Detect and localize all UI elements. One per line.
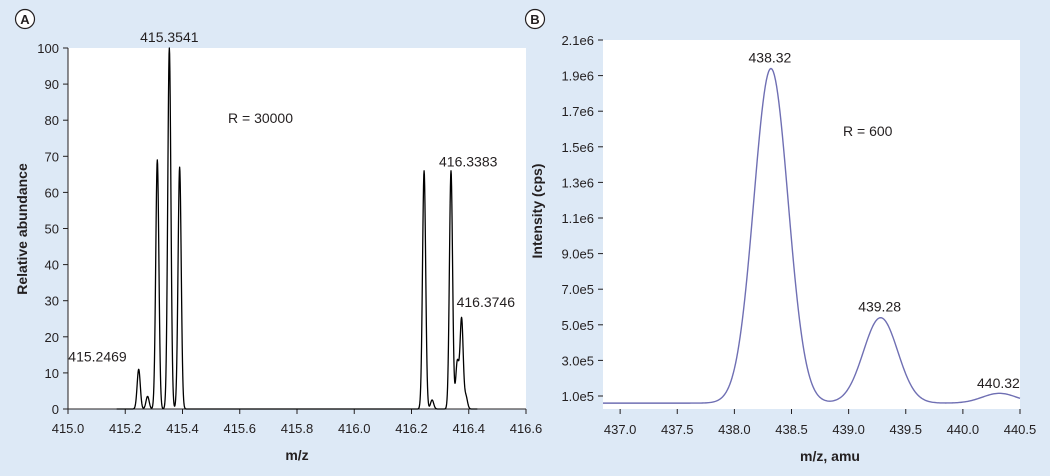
panel-b: B 437.0 437.5 438.0 438.5 439.0 439.5 440.0 440…	[524, 8, 1036, 464]
peak-label: 416.3746	[457, 294, 516, 310]
peak-label: 439.28	[858, 299, 901, 315]
peak-label: 415.2469	[68, 348, 127, 364]
x-tick-label: 416.0	[338, 421, 371, 436]
panel-a-x-ticks: 415.0 415.2 415.4 415.6 415.8 416.0 416.2 416.4…	[52, 409, 543, 436]
y-tick-label: 70	[45, 149, 59, 164]
x-tick-label: 415.4	[166, 421, 199, 436]
x-tick-label: 439.5	[889, 422, 922, 437]
panel-a-badge	[14, 8, 36, 30]
y-tick-label: 2.1e6	[561, 33, 594, 48]
peak-label: 440.32	[977, 375, 1020, 391]
x-tick-label: 437.5	[661, 422, 694, 437]
x-tick-label: 415.6	[223, 421, 256, 436]
x-tick-label: 415.8	[281, 421, 314, 436]
panel-b-x-axis-label: m/z, amu	[800, 448, 860, 464]
x-tick-label: 438.5	[775, 422, 808, 437]
panel-b-peak-labels: 438.32 439.28 440.32	[749, 49, 1021, 391]
y-tick-label: 10	[45, 366, 59, 381]
x-tick-label: 415.0	[52, 421, 85, 436]
peak-label: 438.32	[749, 49, 792, 65]
panel-b-spectrum-trace	[603, 67, 1021, 404]
panel-a-y-ticks: 0 10 20 30 40 50 60 70 80 90 100	[37, 41, 68, 417]
y-tick-label: 30	[45, 294, 59, 309]
x-tick-label: 438.0	[718, 422, 751, 437]
y-tick-label: 1.3e6	[561, 175, 594, 190]
y-tick-label: 20	[45, 330, 59, 345]
y-tick-label: 1.1e6	[561, 211, 594, 226]
x-tick-label: 415.2	[109, 421, 142, 436]
x-tick-label: 440.5	[1004, 422, 1037, 437]
x-tick-label: 416.4	[452, 421, 485, 436]
y-tick-label: 3.0e5	[561, 353, 594, 368]
y-tick-label: 50	[45, 222, 59, 237]
panel-b-x-ticks: 437.0 437.5 438.0 438.5 439.0 439.5 440.0 440.5	[604, 409, 1036, 437]
y-tick-label: 1.5e6	[561, 140, 594, 155]
x-tick-label: 437.0	[604, 422, 637, 437]
x-tick-label: 440.0	[947, 422, 980, 437]
peak-label: 416.3383	[439, 154, 498, 170]
panel-a-plot-area	[68, 48, 526, 409]
panel-a-x-axis-label: m/z	[285, 447, 308, 463]
panel-a-peak-labels: 415.3541 415.2469 416.3383 416.3746	[68, 29, 515, 364]
y-tick-label: 5.0e5	[561, 318, 594, 333]
y-tick-label: 7.0e5	[561, 282, 594, 297]
y-tick-label: 80	[45, 113, 59, 128]
panel-b-badge	[524, 8, 546, 30]
panel-a-letter: A	[20, 12, 30, 27]
panel-a-resolution-label: R = 30000	[228, 110, 293, 126]
y-tick-label: 90	[45, 77, 59, 92]
y-tick-label: 1.9e6	[561, 69, 594, 84]
y-tick-label: 1.7e6	[561, 104, 594, 119]
x-tick-label: 416.6	[510, 421, 543, 436]
panel-a-y-axis-label: Relative abundance	[14, 163, 30, 295]
y-tick-label: 9.0e5	[561, 247, 594, 262]
panel-b-letter: B	[530, 12, 539, 27]
x-tick-label: 439.0	[832, 422, 865, 437]
y-tick-label: 100	[37, 41, 59, 56]
panel-b-y-axis-label: Intensity (cps)	[529, 164, 545, 259]
y-tick-label: 0	[52, 402, 59, 417]
panel-a-spectrum-trace	[116, 47, 478, 410]
y-tick-label: 1.0e5	[561, 389, 594, 404]
panel-b-resolution-label: R = 600	[843, 123, 893, 139]
x-tick-label: 416.2	[395, 421, 428, 436]
y-tick-label: 40	[45, 258, 59, 273]
panel-a: A 415.0 415.2 415.4 415.6 415.8 416.0 416.2 416…	[14, 8, 543, 463]
y-tick-label: 60	[45, 185, 59, 200]
panel-b-plot-area	[603, 40, 1020, 409]
peak-label: 415.3541	[140, 29, 199, 45]
panel-b-y-ticks: 1.0e5 3.0e5 5.0e5 7.0e5 9.0e5 1.1e6 1.3e6 1.5e6…	[561, 33, 603, 404]
